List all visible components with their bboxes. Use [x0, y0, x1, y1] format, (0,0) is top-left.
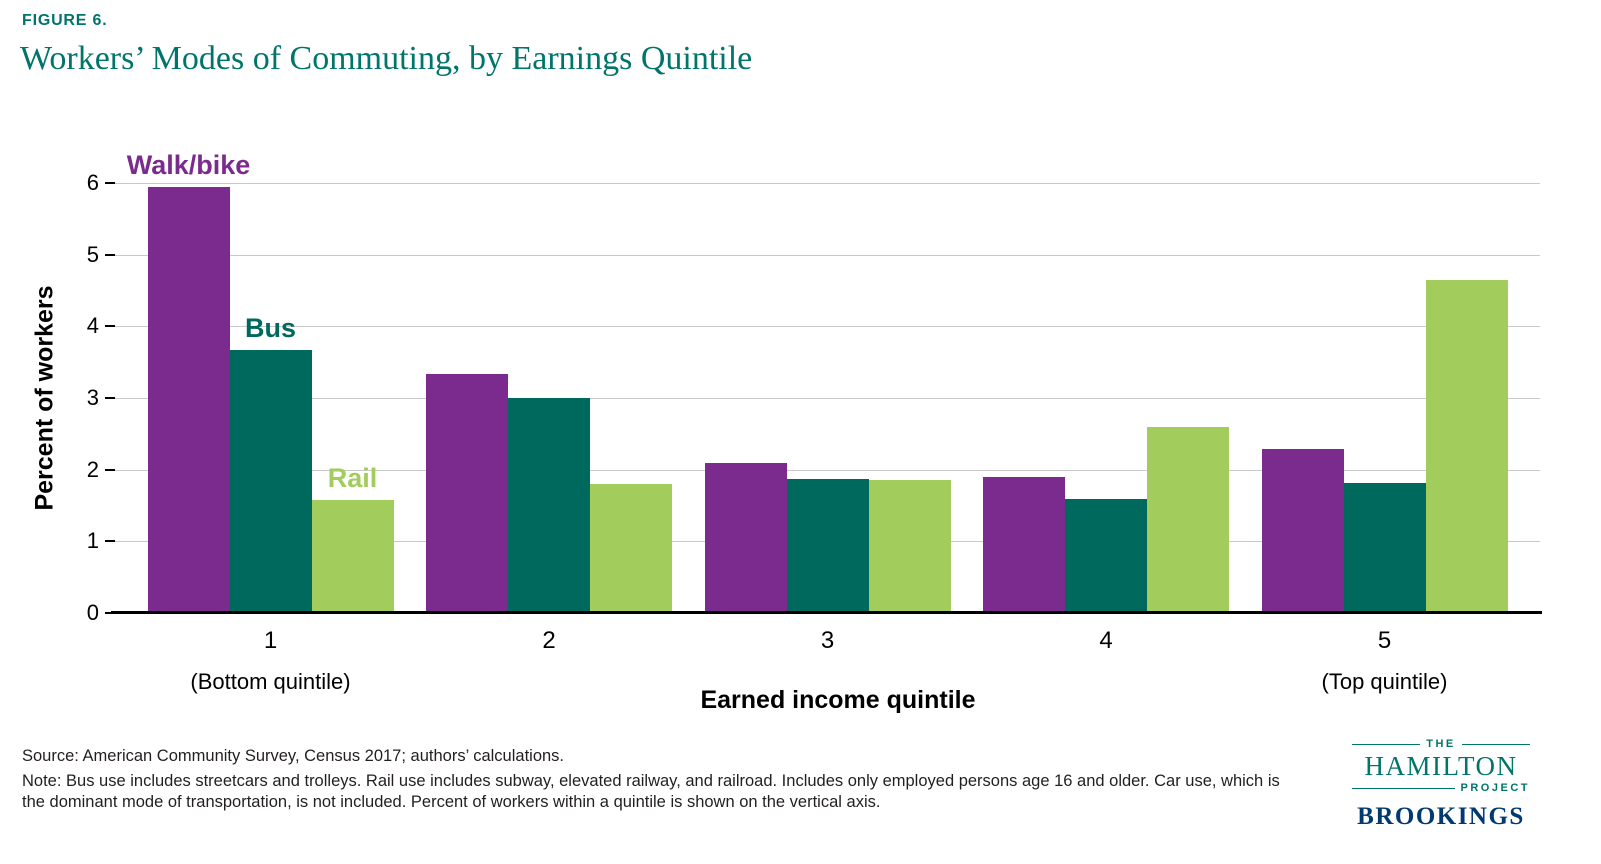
bar-rail-quintile-4 — [1147, 426, 1229, 613]
hamilton-logo-bottom-row: PROJECT — [1352, 782, 1530, 794]
x-tick-label-5: 5 — [1377, 627, 1392, 654]
x-tick-label-4: 4 — [1099, 627, 1113, 654]
y-tick-label-4: 4 — [86, 313, 99, 339]
x-tick-label-1: 1 — [263, 627, 278, 654]
y-tick-mark-5 — [105, 253, 115, 256]
hamilton-logo-project: PROJECT — [1460, 782, 1530, 794]
gridline-y4 — [115, 326, 1540, 328]
logo-rule — [1352, 743, 1421, 745]
y-tick-label-0: 0 — [86, 600, 99, 625]
brookings-logo: BROOKINGS — [1357, 803, 1525, 830]
bar-walk-bike-quintile-2 — [426, 374, 508, 613]
y-tick-label-2: 2 — [86, 456, 99, 482]
hamilton-logo-the: THE — [1426, 738, 1456, 750]
bar-bus-quintile-4 — [1065, 499, 1147, 613]
logo-rule — [1352, 787, 1455, 789]
bar-bus-quintile-2 — [508, 398, 590, 613]
y-tick-label-5: 5 — [86, 241, 99, 267]
x-axis-title: Earned income quintile — [700, 686, 976, 714]
y-tick-mark-0 — [105, 612, 115, 614]
logo-block: THE HAMILTON PROJECT BROOKINGS — [1352, 738, 1530, 831]
plot-area: 0 1 2 3 4 5 6 Walk/bike Bus Rail 1 (Bottom quintile… — [87, 150, 1542, 694]
logo-rule — [1461, 743, 1530, 745]
note-text: Note: Bus use includes streetcars and tr… — [22, 771, 1280, 812]
chart-title: Workers’ Modes of Commuting, by Earnings… — [20, 40, 753, 77]
y-tick-label-6: 6 — [86, 170, 99, 195]
x-tick-label-3: 3 — [820, 627, 835, 654]
series-label-rail: Rail — [327, 463, 378, 494]
gridline-y3 — [115, 398, 1540, 399]
bar-walk-bike-quintile-4 — [983, 476, 1065, 613]
hamilton-project-logo: THE HAMILTON PROJECT — [1352, 738, 1530, 794]
bar-rail-quintile-2 — [590, 484, 672, 613]
footnotes: Source: American Community Survey, Censu… — [22, 746, 1284, 817]
x-tick-label-2: 2 — [542, 627, 556, 654]
series-label-walk-bike: Walk/bike — [126, 149, 251, 180]
x-axis-line — [111, 611, 1542, 614]
y-tick-mark-1 — [105, 540, 115, 543]
y-tick-mark-6 — [105, 182, 115, 184]
figure-number-label: FIGURE 6. — [22, 12, 108, 29]
bar-walk-bike-quintile-3 — [704, 462, 787, 613]
y-tick-mark-4 — [105, 325, 115, 328]
bar-bus-quintile-1 — [229, 349, 312, 613]
y-tick-label-1: 1 — [86, 528, 99, 554]
source-text: Source: American Community Survey, Censu… — [22, 747, 565, 765]
bar-bus-quintile-5 — [1343, 482, 1426, 613]
gridline-y6 — [115, 183, 1540, 184]
y-tick-mark-2 — [105, 468, 115, 471]
bar-walk-bike-quintile-5 — [1261, 448, 1344, 613]
bar-rail-quintile-1 — [311, 500, 394, 613]
y-tick-mark-3 — [105, 397, 115, 399]
gridline-y2 — [115, 469, 1540, 471]
bar-rail-quintile-5 — [1425, 279, 1508, 613]
y-tick-label-3: 3 — [86, 385, 99, 410]
series-label-bus: Bus — [244, 312, 297, 343]
bar-walk-bike-quintile-1 — [147, 186, 230, 613]
y-axis-title: Percent of workers — [30, 285, 59, 511]
bar-bus-quintile-3 — [786, 478, 869, 613]
x-tick-sublabel-1: (Bottom quintile) — [190, 669, 351, 694]
bar-rail-quintile-3 — [868, 480, 951, 613]
hamilton-logo-top-row: THE — [1352, 738, 1530, 750]
x-tick-sublabel-5: (Top quintile) — [1321, 669, 1448, 694]
hamilton-logo-name: HAMILTON — [1364, 751, 1518, 781]
gridline-y5 — [115, 254, 1540, 256]
